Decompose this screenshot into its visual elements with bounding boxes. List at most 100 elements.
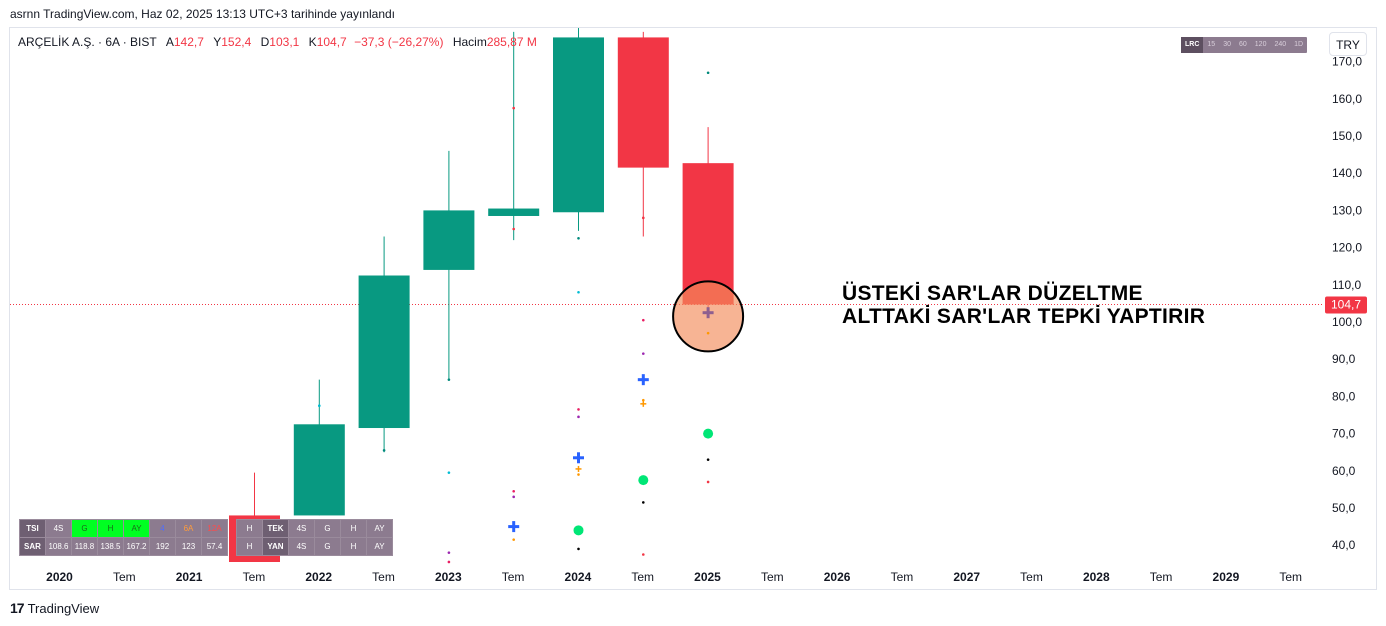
tv-logo-text: TradingView — [27, 600, 100, 616]
sar-dot — [577, 290, 580, 294]
y-tick-label: 80,0 — [1332, 389, 1356, 403]
tv-logo-icon: 17 — [10, 600, 25, 616]
x-tick-label: Tem — [372, 570, 395, 584]
table-cell: SAR — [19, 537, 46, 556]
close-value: 104,7 — [316, 35, 347, 49]
table-cell: H — [236, 519, 263, 538]
timeframe-item[interactable]: 15 — [1207, 41, 1216, 48]
open-label: A — [165, 35, 174, 49]
candle-body — [293, 424, 345, 516]
price-tag-bg — [1325, 296, 1367, 314]
sar-markers — [253, 71, 714, 564]
low-label: D — [260, 35, 270, 49]
table-cell: H — [236, 537, 263, 556]
orange-cross-marker — [575, 465, 582, 472]
timeframe-item[interactable]: 60 — [1238, 41, 1247, 48]
x-tick-label: Tem — [502, 570, 525, 584]
sar-dot — [642, 501, 645, 504]
sar-dot — [642, 553, 645, 556]
high-label: Y — [213, 35, 222, 49]
x-tick-label: 2022 — [305, 570, 332, 584]
open-value: 142,7 — [173, 35, 204, 49]
y-tick-label: 50,0 — [1332, 501, 1356, 515]
table-cell: AY — [366, 519, 393, 538]
x-tick-label: 2024 — [565, 570, 592, 584]
high-value: 152,4 — [221, 35, 252, 49]
candle — [293, 379, 345, 516]
green-circle-marker — [573, 525, 584, 536]
sar-dot — [447, 378, 451, 381]
sar-dot — [512, 495, 515, 499]
table-cell: 123 — [175, 537, 202, 556]
sar-dot — [642, 318, 645, 322]
x-tick-label: 2020 — [46, 570, 73, 584]
sar-dot — [512, 538, 515, 541]
annotation-line: ALTTAKİ SAR'LAR TEPKİ YAPTIRIR — [842, 305, 1206, 328]
sar-dot — [318, 404, 321, 408]
green-circle-marker — [703, 428, 714, 439]
blue-cross-marker — [573, 452, 584, 464]
tradingview-logo[interactable]: 17 TradingView — [10, 600, 99, 616]
candle-body — [488, 208, 540, 216]
table-cell: 4S — [288, 519, 315, 538]
y-tick-label: 120,0 — [1332, 241, 1362, 255]
low-value: 103,1 — [269, 35, 300, 49]
x-tick-label: 2027 — [953, 570, 980, 584]
chart-frame[interactable] — [9, 27, 1377, 590]
table-cell: 167.2 — [123, 537, 150, 556]
y-tick-label: 140,0 — [1332, 166, 1362, 180]
table-row: SAR 108.6 118.8 138.5 167.2 192 123 57.4… — [19, 537, 393, 556]
table-cell: G — [71, 519, 98, 538]
symbol-legend[interactable]: ARÇELİK A.Ş. · 6A · BIST A142,7 Y152,4 D… — [18, 35, 537, 49]
x-tick-label: 2028 — [1083, 570, 1110, 584]
table-cell: 192 — [149, 537, 176, 556]
price-tag: 104,7 — [1325, 296, 1367, 314]
table-cell: 108.6 — [45, 537, 72, 556]
candle-body — [553, 37, 604, 213]
publish-caption: asrnn TradingView.com, Haz 02, 2025 13:1… — [10, 7, 396, 21]
sar-dot — [577, 408, 580, 411]
candles — [229, 28, 734, 562]
table-cell: 4S — [288, 537, 315, 556]
signal-table: TSI 4S G H AY 4 6A 12A H TEK 4S G H AY S… — [19, 519, 393, 556]
sar-dot — [512, 227, 515, 231]
table-cell: 4 — [149, 519, 176, 538]
table-cell: G — [314, 519, 341, 538]
timeframe-item[interactable]: 1D — [1294, 41, 1304, 48]
timeframe-item[interactable]: 120 — [1254, 41, 1267, 48]
sar-dot — [706, 458, 710, 461]
table-cell: 6A — [175, 519, 202, 538]
green-circle-marker — [638, 475, 649, 486]
currency-button[interactable]: TRY — [1329, 32, 1367, 56]
candle — [617, 31, 669, 237]
orange-cross-marker — [640, 400, 647, 407]
price-tag-text: 104,7 — [1331, 298, 1361, 312]
timeframe-bar[interactable]: LRC 15 30 60 120 240 1D — [1181, 37, 1308, 53]
price-axis: 170,0 160,0 150,0 140,0 130,0 120,0 110,0 100,0… — [1332, 55, 1362, 553]
y-tick-label: 170,0 — [1332, 55, 1362, 69]
table-cell: TEK — [262, 519, 289, 538]
sar-dot — [577, 237, 580, 240]
timeframe-item[interactable]: LRC — [1181, 37, 1204, 53]
change-value: −37,3 (−26,27%) — [354, 35, 444, 49]
volume-label: Hacim — [452, 35, 487, 49]
sar-dot — [447, 551, 451, 554]
sar-dot — [382, 449, 386, 452]
x-tick-label: 2026 — [824, 570, 851, 584]
y-tick-label: 70,0 — [1332, 427, 1356, 441]
x-tick-label: Tem — [631, 570, 654, 584]
sar-dot — [447, 471, 451, 474]
x-tick-label: 2025 — [694, 570, 721, 584]
sar-dot — [706, 331, 710, 335]
timeframe-item[interactable]: 30 — [1223, 41, 1231, 48]
timeframe-item[interactable]: 240 — [1274, 41, 1287, 48]
table-cell: G — [314, 537, 341, 556]
close-label: K — [308, 35, 317, 49]
y-tick-label: 150,0 — [1332, 129, 1362, 143]
sar-dot — [577, 547, 580, 551]
table-cell: 57.4 — [201, 537, 228, 556]
symbol-name[interactable]: ARÇELİK A.Ş. · 6A · BIST — [18, 35, 157, 49]
table-cell: 138.5 — [97, 537, 124, 556]
table-row: TSI 4S G H AY 4 6A 12A H TEK 4S G H AY — [19, 519, 393, 538]
